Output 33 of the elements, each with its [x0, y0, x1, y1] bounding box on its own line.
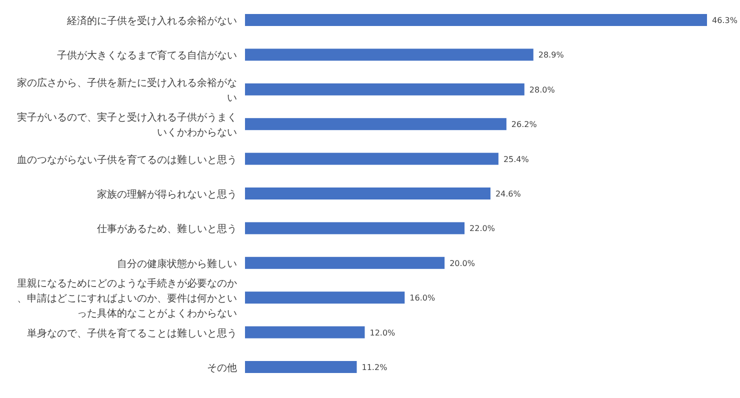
data-label: 25.4% — [503, 154, 530, 164]
bar — [245, 188, 490, 200]
data-label: 26.2% — [511, 120, 538, 130]
bar — [245, 83, 524, 96]
bar — [245, 361, 357, 373]
y-tick-label: 家族の理解が得られないと思う — [97, 188, 237, 200]
bar — [245, 14, 707, 26]
data-label: 24.6% — [495, 190, 522, 198]
data-label: 28.9% — [538, 50, 564, 60]
bar — [245, 48, 534, 61]
bar — [245, 326, 365, 338]
data-label: 28.0% — [529, 85, 556, 94]
y-tick-label: 単身なので、子供を育てることは難しいと思う — [27, 327, 237, 340]
bar — [245, 292, 405, 304]
y-tick-label: その他 — [207, 362, 237, 374]
data-label: 12.0% — [370, 328, 396, 338]
bar — [245, 118, 506, 130]
data-label: 46.3% — [712, 16, 738, 25]
bar — [245, 256, 445, 269]
y-tick-label: 実子がいるので、実子と受け入れる子供がうまくいくかわからない — [17, 112, 237, 139]
bar — [245, 152, 498, 165]
y-tick-label: 家の広さから、子供を新たに受け入れる余裕がない — [17, 76, 237, 104]
y-tick-label: 血のつながらない子供を育てるのは難しいと思う — [17, 154, 237, 166]
bar — [245, 222, 465, 234]
data-label: 20.0% — [450, 258, 476, 268]
y-tick-label: 子供が大きくなるまで育てる自信がない — [57, 50, 237, 62]
data-label: 16.0% — [410, 294, 436, 303]
y-tick-label: 自分の健康状態から難しい — [117, 258, 237, 270]
y-tick-label: 里親になるためにどのような手続きが必要なのか、申請はどこにすればよいのか、要件は何かといった具体的なことがよくわからない — [17, 278, 237, 320]
y-tick-label: 仕事があるため、難しいと思う — [97, 223, 237, 236]
data-label: 11.2% — [362, 363, 388, 372]
y-tick-label: 経済的に子供を受け入れる余裕がない — [66, 15, 237, 27]
data-label: 22.0% — [470, 224, 496, 234]
